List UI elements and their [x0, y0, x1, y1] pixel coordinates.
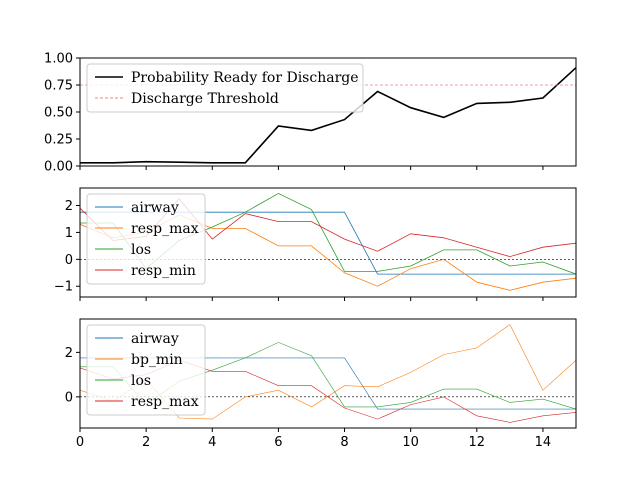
chart-panel-1: 0.00 0.25 0.50 0.75 1.00 Probability Ready fo… [44, 52, 577, 175]
legend: Probability Ready for Discharge Discharge… [86, 63, 364, 113]
y-tick-label: 0.00 [44, 160, 73, 175]
legend-label: los [131, 242, 151, 258]
y-tick-label: 0 [65, 390, 73, 405]
x-tick-label: 8 [340, 435, 348, 450]
legend-label: airway [131, 331, 179, 347]
y-tick-label: 0.50 [44, 106, 73, 121]
x-tick-label: 12 [469, 435, 486, 450]
x-tick-label: 6 [274, 435, 282, 450]
x-tick-label: 2 [142, 435, 150, 450]
legend-box [86, 324, 206, 416]
y-tick-label: −1 [54, 280, 73, 295]
legend-label: resp_min [131, 263, 196, 279]
legend-label: resp_max [131, 394, 199, 410]
y-tick-label: 0.25 [44, 133, 73, 148]
x-tick-label: 4 [208, 435, 216, 450]
chart-panels: 0.00 0.25 0.50 0.75 1.00 Probability Ready fo… [44, 52, 577, 450]
y-tick-label: 1 [65, 226, 73, 241]
legend-label: airway [131, 200, 179, 216]
legend-label: los [131, 373, 151, 389]
legend-label: Discharge Threshold [131, 91, 279, 107]
x-tick-label: 14 [535, 435, 552, 450]
x-tick-label: 10 [402, 435, 419, 450]
legend-label: Probability Ready for Discharge [131, 70, 359, 86]
legend-box [86, 63, 364, 113]
series-line-probability-ready-for-discharge [80, 67, 576, 164]
y-tick-label: 0 [65, 253, 73, 268]
y-tick-label: 1.00 [44, 52, 73, 67]
axes-frame [79, 318, 577, 429]
legend-box [86, 193, 206, 285]
y-tick-label: 2 [65, 199, 73, 214]
x-tick-label: 0 [76, 435, 84, 450]
axes-frame [79, 187, 577, 298]
y-tick-label: 2 [65, 346, 73, 361]
y-tick-label: 0.75 [44, 79, 73, 94]
legend-label: bp_min [131, 352, 183, 368]
legend-label: resp_max [131, 221, 199, 237]
